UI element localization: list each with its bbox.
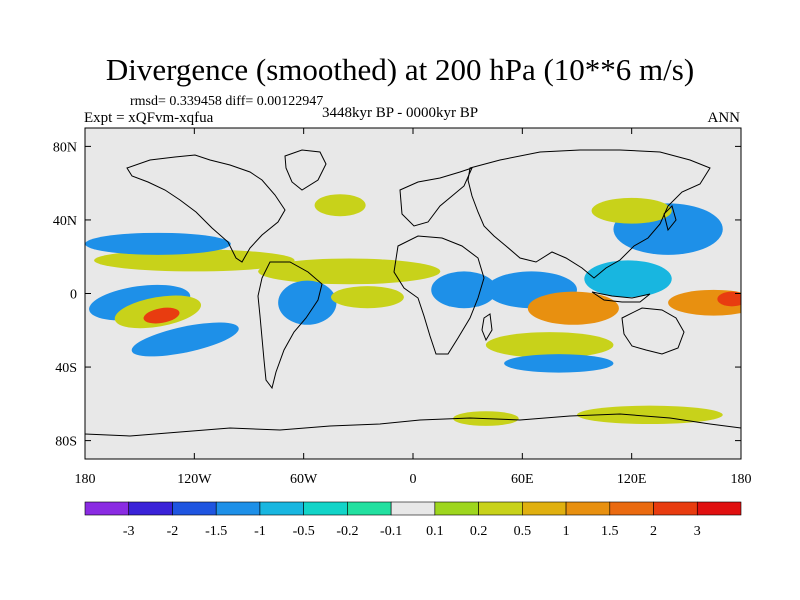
field-south-indian-pos xyxy=(485,332,614,358)
colorbar-label: -2 xyxy=(167,524,179,539)
field-maritime-neg xyxy=(584,260,672,298)
colorbar-label: -0.5 xyxy=(293,524,315,539)
y-tick-label: 40S xyxy=(55,361,77,376)
colorbar-label: 1 xyxy=(563,524,570,539)
colorbar-label: 1.5 xyxy=(601,524,619,539)
colorbar-swatch xyxy=(653,501,698,516)
y-tick-label: 80S xyxy=(55,435,77,450)
colorbar-label: -0.1 xyxy=(380,524,402,539)
x-tick-label: 60W xyxy=(290,472,318,487)
field-north-asia-pos xyxy=(591,197,672,224)
x-tick-label: 120W xyxy=(177,472,212,487)
field-west-pacific-peak xyxy=(717,291,741,307)
colorbar-swatch xyxy=(609,501,654,516)
experiment-label: Expt = xQFvm-xqfua xyxy=(84,110,214,126)
colorbar-swatch xyxy=(390,501,436,516)
colorbar-swatch xyxy=(478,501,523,516)
field-central-pacific-peak xyxy=(143,307,180,324)
field-amazon-neg xyxy=(278,280,337,325)
field-west-pacific-pos xyxy=(668,289,741,316)
colorbar-swatch xyxy=(84,501,130,516)
coastline-africa xyxy=(393,235,485,355)
y-tick-label: 40N xyxy=(53,214,77,229)
colorbar-label: -0.2 xyxy=(336,524,358,539)
coastline-australia xyxy=(621,307,685,355)
colorbar-label: 0.1 xyxy=(426,524,444,539)
colorbar-swatch xyxy=(259,501,304,516)
coastline-japan xyxy=(663,205,677,232)
colorbar-swatch xyxy=(128,501,173,516)
coastline-europe xyxy=(399,167,473,227)
colorbar-swatch xyxy=(696,501,742,516)
map-axes: 180 120W 60W 0 60E 120E 180 80N 40N 0 40S 80S xyxy=(53,128,752,487)
field-south-pacific-band xyxy=(131,322,239,357)
colorbar-label: -3 xyxy=(123,524,135,539)
colorbar-swatch xyxy=(565,501,611,516)
colorbar-swatch xyxy=(347,501,392,516)
coastline-madagascar xyxy=(481,313,493,342)
colorbar-swatch xyxy=(303,501,348,516)
x-tick-label: 60E xyxy=(511,472,534,487)
y-tick-label: 0 xyxy=(70,288,77,303)
coastline-antarctica xyxy=(85,413,741,437)
field-equatorial-atlantic xyxy=(331,286,404,309)
coastline-asia xyxy=(467,149,711,279)
y-tick-label: 80N xyxy=(53,140,77,155)
field-south-indian-neg xyxy=(504,354,614,373)
field-indian-ocean-pos xyxy=(527,291,619,325)
colorbar-swatch xyxy=(434,501,479,516)
colorbar-label: 0.5 xyxy=(514,524,532,539)
colorbar-swatch xyxy=(172,501,217,516)
coastline-north-america xyxy=(126,154,286,263)
field-north-atlantic-pos xyxy=(314,194,366,217)
coastline-south-america xyxy=(257,261,323,390)
colorbar-label: 0.2 xyxy=(470,524,488,539)
field-north-pacific-neg-band xyxy=(85,232,231,255)
period-label: 3448kyr BP - 0000kyr BP xyxy=(322,105,479,121)
field-north-pacific-pos-band xyxy=(94,249,295,272)
colorbar-label: 3 xyxy=(694,524,701,539)
colorbar-label: 2 xyxy=(650,524,657,539)
field-africa-neg xyxy=(431,271,497,309)
season-label: ANN xyxy=(707,110,741,126)
x-tick-label: 180 xyxy=(75,472,96,487)
coastline-indonesia xyxy=(591,291,651,303)
colorbar-label: -1.5 xyxy=(205,524,227,539)
stats-label: rmsd= 0.339458 diff= 0.00122947 xyxy=(130,94,324,109)
field-southern-ocean-pos xyxy=(577,405,723,425)
x-tick-label: 180 xyxy=(731,472,752,487)
colorbar: -3 -2 -1.5 -1 -0.5 -0.2 -0.1 0.1 0.2 0.5 1 1.5 2 3 xyxy=(84,501,742,539)
colorbar-swatch xyxy=(522,501,567,516)
colorbar-label: -1 xyxy=(254,524,266,539)
plot-title: Divergence (smoothed) at 200 hPa (10**6 … xyxy=(105,52,695,87)
x-tick-label: 0 xyxy=(410,472,417,487)
x-tick-label: 120E xyxy=(617,472,647,487)
coastline-greenland xyxy=(284,149,327,191)
coastline-layer xyxy=(85,149,741,437)
colorbar-swatch xyxy=(215,501,261,516)
